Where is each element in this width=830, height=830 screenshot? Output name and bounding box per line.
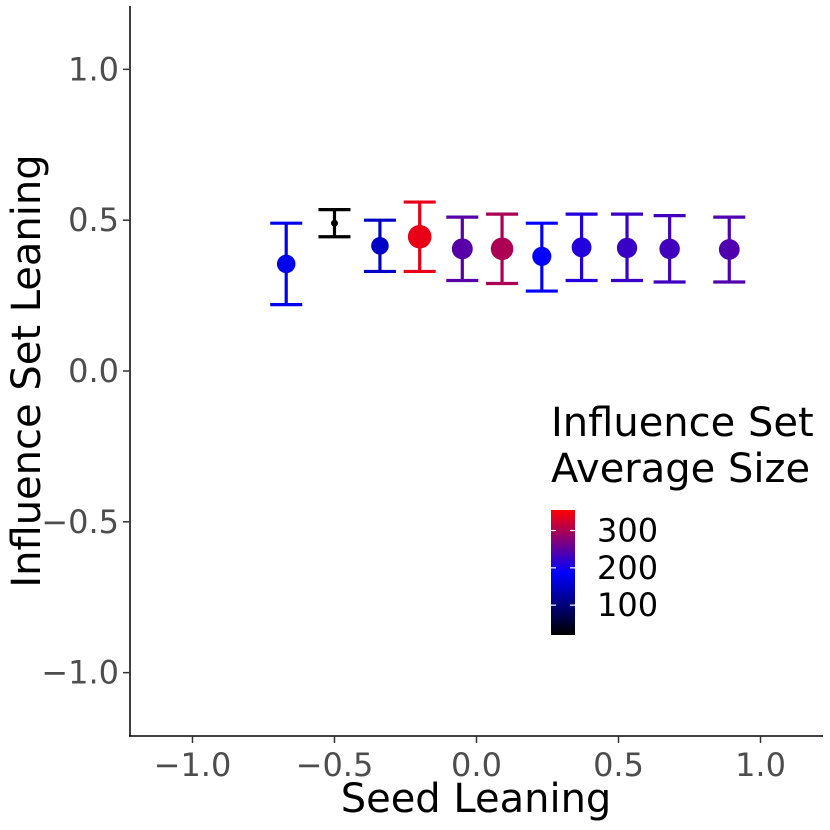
data-point bbox=[571, 237, 592, 258]
legend-tick-label: 300 bbox=[597, 512, 658, 550]
data-point bbox=[718, 239, 740, 260]
x-tick-label: 0.5 bbox=[593, 746, 644, 784]
legend-tick-label: 200 bbox=[597, 549, 658, 587]
data-point bbox=[532, 246, 552, 266]
data-point bbox=[330, 219, 338, 227]
legend-colorbar bbox=[551, 510, 575, 635]
x-ticks: −1.0 −0.5 0.0 0.5 1.0 bbox=[154, 736, 786, 784]
data-point-group bbox=[446, 215, 479, 283]
data-point-group bbox=[611, 212, 644, 283]
y-ticks: −1.0 −0.5 0.0 0.5 1.0 bbox=[41, 50, 130, 692]
y-axis-title: Influence Set Leaning bbox=[4, 154, 50, 587]
legend-title-line1: Influence Set bbox=[551, 400, 814, 446]
y-tick-label: −0.5 bbox=[41, 503, 119, 541]
legend-title-line2: Average Size bbox=[551, 446, 810, 492]
data-point bbox=[276, 254, 296, 274]
y-tick-label: 1.0 bbox=[68, 50, 119, 88]
x-tick-label: 1.0 bbox=[735, 746, 786, 784]
data-point-group bbox=[270, 221, 303, 307]
x-tick-label: 0.0 bbox=[451, 746, 502, 784]
data-point bbox=[490, 237, 514, 261]
x-tick-label: −0.5 bbox=[296, 746, 374, 784]
data-point-group bbox=[318, 208, 351, 239]
legend-tick-label: 100 bbox=[597, 586, 658, 624]
data-points bbox=[270, 200, 746, 307]
data-point bbox=[659, 238, 680, 260]
data-point bbox=[407, 224, 432, 249]
x-tick-label: −1.0 bbox=[154, 746, 232, 784]
data-point bbox=[616, 237, 638, 259]
data-point-group bbox=[713, 215, 746, 284]
data-point-group bbox=[565, 212, 598, 283]
y-tick-label: −1.0 bbox=[41, 654, 119, 692]
data-point-group bbox=[653, 214, 686, 284]
data-point-group bbox=[525, 221, 558, 293]
data-point-group bbox=[403, 200, 436, 274]
data-point-group bbox=[486, 212, 519, 286]
data-point bbox=[371, 237, 389, 255]
data-point bbox=[451, 238, 473, 260]
y-tick-label: 0.0 bbox=[68, 352, 119, 390]
data-point-group bbox=[363, 218, 396, 274]
y-tick-label: 0.5 bbox=[68, 201, 119, 239]
x-axis-title: Seed Leaning bbox=[341, 776, 612, 822]
